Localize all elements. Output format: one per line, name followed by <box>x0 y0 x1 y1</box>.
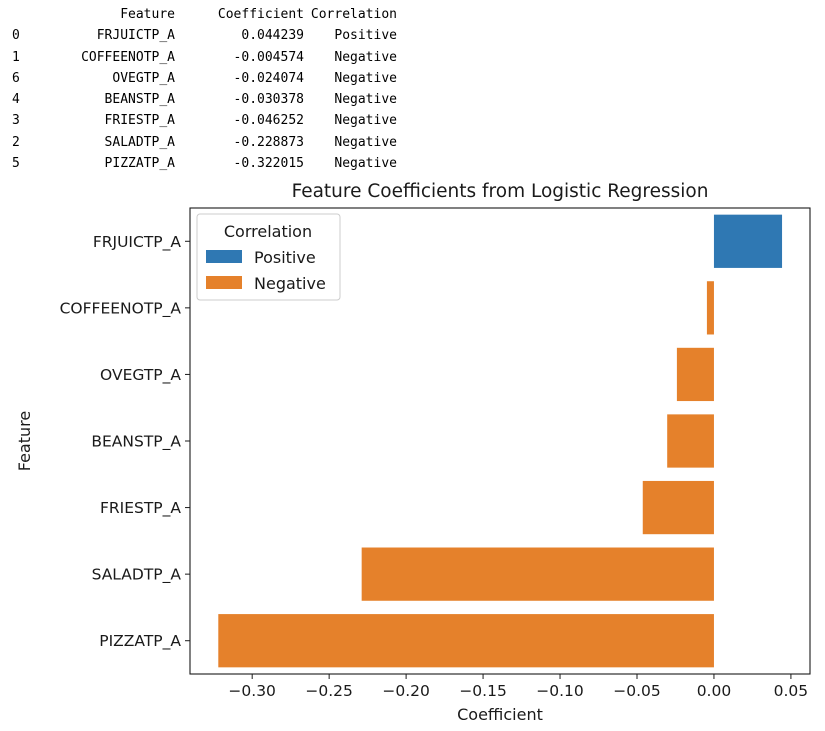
bar-saladtp-a <box>361 547 714 601</box>
y-tick-label: FRIESTP_A <box>100 499 181 518</box>
table-row: 5 PIZZATP_A -0.322015 Negative <box>12 153 397 174</box>
table-cell-index: 4 <box>12 92 20 108</box>
table-row: 0 FRJUICTP_A 0.044239 Positive <box>12 25 397 46</box>
table-row: 1 COFFEENOTP_A -0.004574 Negative <box>12 47 397 68</box>
table-row: 6 OVEGTP_A -0.024074 Negative <box>12 68 397 89</box>
x-tick-label: −0.25 <box>305 682 353 700</box>
x-tick-label: 0.05 <box>774 682 809 700</box>
table-cell-coefficient: -0.024074 <box>233 70 304 86</box>
bar-coffeenotp-a <box>706 281 714 335</box>
table-cell-index: 1 <box>12 49 20 65</box>
table-cell-coefficient: -0.228873 <box>233 134 304 150</box>
legend-swatch-positive <box>206 250 242 263</box>
table-cell-correlation: Positive <box>334 28 397 44</box>
legend-swatch-negative <box>206 276 242 289</box>
table-row: 4 BEANSTP_A -0.030378 Negative <box>12 89 397 110</box>
y-axis-label: Feature <box>15 411 34 471</box>
x-tick-label: −0.20 <box>382 682 430 700</box>
y-tick-label: BEANSTP_A <box>91 433 181 452</box>
table-cell-feature: PIZZATP_A <box>104 156 175 172</box>
table-cell-feature: BEANSTP_A <box>104 92 175 108</box>
bar-pizzatp-a <box>218 614 714 668</box>
table-cell-coefficient: 0.044239 <box>241 28 304 44</box>
y-tick-label: SALADTP_A <box>92 566 182 585</box>
x-tick-label: −0.30 <box>228 682 276 700</box>
table-header-coefficient: Coefficient <box>217 7 304 22</box>
table-cell-correlation: Negative <box>334 92 397 108</box>
x-tick-labels: −0.30 −0.25 −0.20 −0.15 −0.10 −0.05 0.00 0.05 <box>228 674 808 700</box>
legend-title: Correlation <box>224 222 312 241</box>
x-tick-label: −0.10 <box>536 682 584 700</box>
table-cell-index: 2 <box>12 134 20 150</box>
table-header-correlation: Correlation <box>310 7 397 22</box>
table-row: 2 SALADTP_A -0.228873 Negative <box>12 132 397 153</box>
table-row: 3 FRIESTP_A -0.046252 Negative <box>12 110 397 131</box>
y-tick-label: PIZZATP_A <box>99 632 181 651</box>
table-cell-feature: COFFEENOTP_A <box>81 49 175 65</box>
y-tick-labels: FRJUICTP_A COFFEENOTP_A OVEGTP_A BEANSTP_A F… <box>60 233 190 651</box>
x-tick-label: −0.05 <box>613 682 661 700</box>
table-cell-correlation: Negative <box>334 134 397 150</box>
y-tick-label: OVEGTP_A <box>100 366 181 385</box>
legend-label-negative: Negative <box>254 274 326 293</box>
table-cell-coefficient: -0.004574 <box>233 49 304 65</box>
chart-title: Feature Coefficients from Logistic Regre… <box>292 181 709 202</box>
legend: Correlation Positive Negative <box>196 213 341 301</box>
legend-label-positive: Positive <box>254 248 316 267</box>
y-tick-label: FRJUICTP_A <box>93 233 182 252</box>
table-cell-index: 3 <box>12 113 20 129</box>
plot-frame <box>189 207 811 675</box>
table-cell-correlation: Negative <box>334 113 397 129</box>
x-axis-label: Coefficient <box>457 705 543 724</box>
x-tick-label: −0.15 <box>459 682 507 700</box>
y-tick-label: COFFEENOTP_A <box>60 299 182 318</box>
table-cell-feature: FRIESTP_A <box>104 113 175 129</box>
table-cell-feature: FRJUICTP_A <box>96 28 175 44</box>
bar-frjuictp-a <box>713 214 783 268</box>
bars-group <box>218 214 783 668</box>
bar-ovegtp-a <box>676 347 714 402</box>
table-cell-index: 0 <box>12 28 20 44</box>
table-cell-correlation: Negative <box>334 49 397 65</box>
table-cell-coefficient: -0.030378 <box>233 92 304 108</box>
x-tick-label: 0.00 <box>697 682 732 700</box>
table-header-feature: Feature <box>120 7 175 22</box>
table-cell-feature: SALADTP_A <box>104 134 175 150</box>
table-cell-correlation: Negative <box>334 156 397 172</box>
table-cell-index: 6 <box>12 70 20 86</box>
table-cell-feature: OVEGTP_A <box>112 70 175 86</box>
table-cell-coefficient: -0.046252 <box>233 113 304 129</box>
output-dataframe-table: Feature Coefficient Correlation 0 FRJUIC… <box>12 4 397 174</box>
table-cell-index: 5 <box>12 156 20 172</box>
table-cell-coefficient: -0.322015 <box>233 156 304 172</box>
bar-friestp-a <box>642 480 714 535</box>
bar-beanstp-a <box>667 414 714 468</box>
table-cell-correlation: Negative <box>334 70 397 86</box>
table-header-row: Feature Coefficient Correlation <box>12 4 397 25</box>
